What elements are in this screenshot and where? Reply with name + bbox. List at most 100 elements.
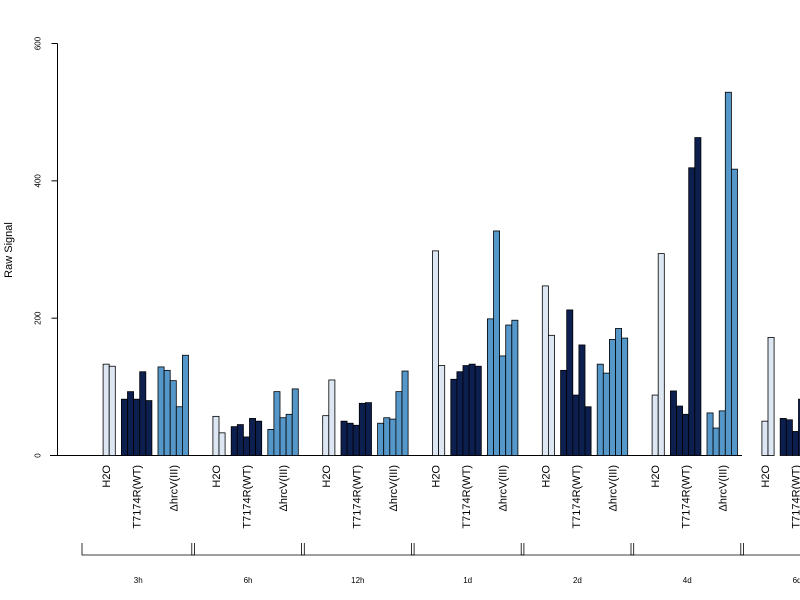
bar [249,418,256,456]
bar [657,253,665,456]
category-label: H2O [101,465,113,488]
timepoint-bracket [411,543,525,556]
bar [267,429,275,456]
bar [584,406,592,456]
bar [596,363,604,456]
bar [291,388,299,456]
bar [572,394,580,456]
timepoint-bracket [630,543,744,556]
bar [364,402,372,456]
bar [651,394,659,456]
category-label: H2O [211,465,223,488]
bar [230,426,238,456]
bar [346,422,354,456]
timepoint-label: 6h [244,576,253,585]
bar [401,370,409,456]
bar [145,400,153,456]
bar [352,424,360,456]
bar [438,365,446,456]
category-label: ΔhrcV(III) [388,465,400,511]
bar [163,369,171,456]
bar [358,402,366,456]
bar [578,344,586,456]
category-labels-layer: H2O T7174R(WT) ΔhrcV(III) H2O T7174R(WT) Δhrc… [101,465,800,529]
bar [779,418,787,456]
category-label: H2O [540,465,552,488]
bar [541,285,549,456]
bar [609,339,616,456]
category-label: H2O [760,465,772,488]
bar [724,91,732,456]
bar [712,427,720,456]
timepoint-bracket [81,543,195,556]
timepoint-bracket [301,543,415,556]
bar [486,318,494,456]
bar [285,413,293,456]
category-label: ΔhrcV(III) [278,465,290,511]
bar [798,398,800,456]
category-label: ΔhrcV(III) [717,465,729,511]
bar [456,371,464,456]
bar [395,391,403,456]
bar [718,410,726,456]
bar [127,391,134,456]
bar [493,230,500,456]
timepoint-label: 12h [351,576,364,585]
category-label: ΔhrcV(III) [498,465,510,511]
category-label: T7174R(WT) [132,465,144,529]
bar [566,309,574,456]
timepoint-label: 3h [134,576,143,585]
category-label: ΔhrcV(III) [607,465,619,511]
bar [462,365,470,456]
bar [175,406,183,456]
bar [169,380,177,456]
y-axis-label: Raw Signal [3,222,15,278]
category-label: H2O [650,465,662,488]
y-tick-label: 0 [34,453,43,458]
bar [761,420,769,456]
bar [102,363,110,456]
bar [157,366,165,456]
bar [682,413,690,456]
bar [212,415,220,456]
y-tick-label: 400 [34,174,43,188]
bar [615,328,622,456]
y-tick-label: 600 [34,36,43,50]
bar [133,398,141,456]
bar [279,417,287,456]
bar [676,405,683,456]
bar [273,391,281,456]
bar [505,324,513,456]
bar [548,334,555,456]
bar [242,436,250,456]
category-label: T7174R(WT) [351,465,363,529]
bar [670,390,677,456]
bar [560,369,568,456]
category-label: ΔhrcV(III) [168,465,180,511]
bar [328,379,336,456]
category-label: H2O [321,465,333,488]
bar [236,424,244,456]
bar [108,365,116,456]
bar [218,432,226,456]
y-tick-label: 200 [34,311,43,325]
bar [255,420,263,456]
category-label: T7174R(WT) [790,465,800,529]
category-label: T7174R(WT) [571,465,583,529]
bar [731,168,738,456]
bar [511,319,519,456]
bar [694,137,702,456]
category-label: T7174R(WT) [461,465,473,529]
bar [181,354,189,456]
bar [792,431,799,456]
timepoint-label: 1d [463,576,472,585]
bar [340,420,348,456]
timepoint-label: 6d [793,576,800,585]
category-label: T7174R(WT) [241,465,253,529]
category-label: T7174R(WT) [681,465,693,529]
bar [139,371,147,456]
bar [389,418,397,456]
bar [602,372,610,456]
bar [322,415,330,456]
